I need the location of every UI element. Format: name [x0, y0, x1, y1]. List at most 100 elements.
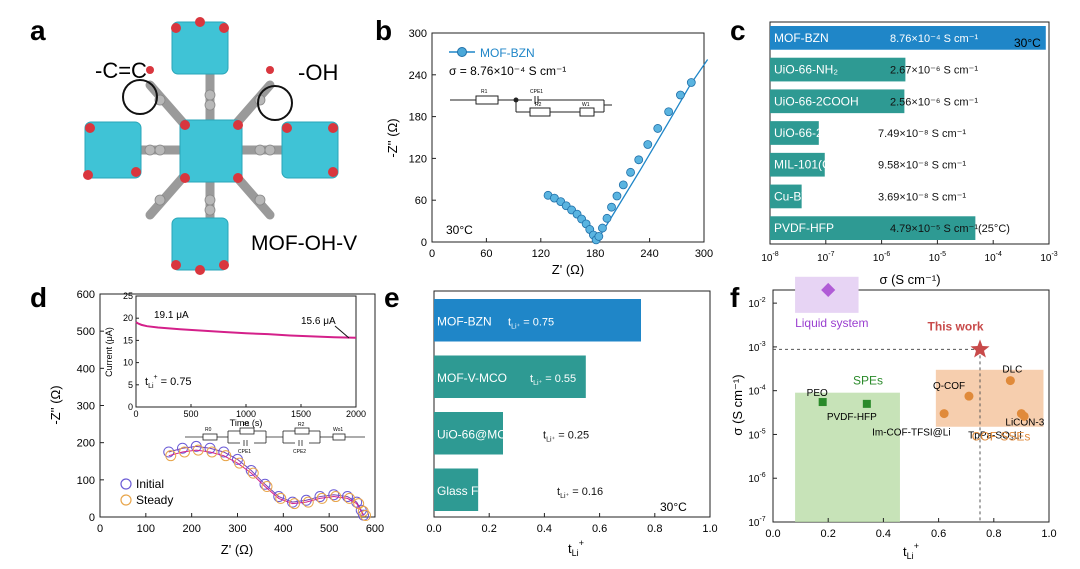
- c-xtick-label-base: 10: [761, 253, 773, 264]
- b-data-point: [626, 167, 635, 177]
- d-point-initial: [245, 465, 257, 477]
- e-bar-category: MOF-BZN: [437, 314, 492, 328]
- circuit-d-r1: R1: [243, 422, 250, 428]
- d-point-steady: [360, 510, 372, 522]
- d-ytick-label: 600: [77, 289, 95, 301]
- b-xtick-label: 180: [586, 248, 604, 260]
- e-xtick-label: 1.0: [702, 523, 717, 535]
- c-xtick-label-base: 10: [1040, 253, 1052, 264]
- c-bar-0: [770, 26, 1046, 50]
- panel-f-axes: [772, 289, 1050, 523]
- e-bar-category: UiO-66@MCO: [437, 427, 515, 441]
- f-point-label: Q-COF: [933, 381, 965, 392]
- f-ytick-label: 10-3: [748, 341, 765, 354]
- f-point-cof: [964, 391, 974, 401]
- f-ytick-label-base: 10: [748, 299, 760, 310]
- panel-e-temperature: 30°C: [660, 500, 687, 514]
- panel-b-legend-label: MOF-BZN: [480, 46, 535, 60]
- e-tli-value: = 0.75: [520, 316, 554, 328]
- f-ytick-label-exp: -5: [759, 428, 765, 435]
- c-bar-1: [770, 57, 906, 82]
- panel-f-label: f: [730, 282, 740, 313]
- d-xtick-label: 400: [274, 523, 292, 535]
- d-ytick-label: 400: [77, 363, 95, 375]
- e-tli-label: tLi⁺ = 0.16: [557, 486, 603, 500]
- panel-b-legend: MOF-BZN: [449, 46, 535, 60]
- legend-initial: Initial: [136, 477, 164, 491]
- e-tli-value: = 0.25: [555, 429, 589, 441]
- mof-structure-illustration: [83, 17, 339, 275]
- inset-xtick-label: 1500: [291, 409, 311, 419]
- f-ytick-label-base: 10: [748, 518, 760, 529]
- c-xtick-label-base: 10: [929, 253, 941, 264]
- f-point-label: PEO: [807, 388, 828, 399]
- c-bar-5: [770, 184, 802, 209]
- b-data-point: [676, 90, 685, 100]
- c-bar-4: [770, 152, 825, 177]
- c-value-label: 8.76×10⁻⁴ S cm⁻¹: [890, 33, 979, 45]
- f-ytick-label: 10-6: [748, 472, 765, 485]
- c-bar-category: UiO-66-2OH: [774, 126, 841, 140]
- d-point-initial: [273, 491, 285, 503]
- c-xtick-label: 10-6: [873, 251, 890, 264]
- circuit-b-cpe1: CPE1: [530, 89, 543, 95]
- c-value-label: 7.49×10⁻⁸ S cm⁻¹: [878, 128, 966, 140]
- panel-d-xlabel: Z' (Ω): [221, 542, 253, 557]
- panel-c-plot: MOF-BZN 8.76×10⁻⁴ S cm⁻¹ UiO-66-NH₂ 2.67×10…: [761, 26, 1058, 264]
- b-ytick-label: 180: [409, 112, 427, 124]
- f-xtick-label: 1.0: [1041, 528, 1056, 540]
- d-point-steady: [275, 492, 287, 504]
- circuit-b-w1: W1: [582, 102, 590, 108]
- panel-b-ylabel: -Z'' (Ω): [385, 118, 400, 157]
- e-xtick-label: 0.2: [482, 523, 497, 535]
- panel-a: a: [30, 15, 357, 275]
- c-bar-6: [770, 216, 976, 240]
- f-point-cof: [1005, 376, 1015, 386]
- panel-e-label: e: [384, 282, 400, 313]
- e-tli-t: t: [557, 486, 560, 498]
- f-xtick-label: 0.2: [821, 528, 836, 540]
- f-point-label: TpPa-SO₃Li: [968, 430, 1022, 441]
- e-tli-t: t: [543, 429, 546, 441]
- b-data-point: [618, 180, 628, 190]
- d-fit-steady: [168, 449, 364, 516]
- c-value-label: 3.69×10⁻⁸ S cm⁻¹: [878, 191, 966, 203]
- f-point-liquid: [821, 282, 836, 298]
- c-xtick-label-base: 10: [817, 253, 829, 264]
- d-ytick-label: 300: [77, 401, 95, 413]
- f-ytick-label-exp: -2: [759, 297, 765, 304]
- panel-a-label: a: [30, 15, 46, 46]
- panel-b-xlabel: Z' (Ω): [552, 262, 584, 277]
- d-point-steady: [316, 492, 328, 504]
- e-bar-category: Glass Fiber@PIL: [437, 484, 529, 498]
- inset-xtick-label: 500: [183, 409, 198, 419]
- f-xlabel-sup: +: [914, 541, 919, 551]
- panel-b-sigma: σ = 8.76×10⁻⁴ S cm⁻¹: [449, 64, 566, 78]
- b-ytick-label: 300: [409, 28, 427, 40]
- circuit-b-r2: R2: [535, 102, 542, 108]
- e-bar-2: [434, 412, 503, 455]
- panel-f-ylabel: σ (S cm⁻¹): [730, 374, 745, 435]
- panel-b-label: b: [375, 15, 392, 46]
- e-xlabel-sup: +: [579, 538, 584, 548]
- c-bar-3: [770, 121, 819, 145]
- equivalent-circuit-b: [450, 95, 612, 117]
- panel-d-ylabel: -Z'' (Ω): [48, 385, 63, 424]
- panel-b-ticks: 0 60 120 180 240 300 0 60 120 180 240 300: [409, 28, 714, 260]
- circuit-d-cpe1: CPE1: [238, 449, 251, 455]
- f-ytick-label-exp: -6: [759, 472, 765, 479]
- d-point-initial: [259, 478, 271, 490]
- inset-xtick-label: 2000: [346, 409, 366, 419]
- f-ytick-label-base: 10: [748, 474, 760, 485]
- f-xtick-label: 0.6: [931, 528, 946, 540]
- d-point-steady: [261, 481, 273, 493]
- inset-ytick-label: 15: [123, 335, 133, 345]
- e-tli-value: = 0.16: [569, 486, 603, 498]
- c-value-label: 2.67×10⁻⁶ S cm⁻¹: [890, 65, 978, 77]
- inset-ytick-label: 25: [123, 291, 133, 301]
- d-xtick-label: 500: [320, 523, 338, 535]
- f-point-cof: [1019, 411, 1029, 421]
- d-point-initial: [314, 491, 326, 503]
- circuit-d-cpe2: CPE2: [293, 449, 306, 455]
